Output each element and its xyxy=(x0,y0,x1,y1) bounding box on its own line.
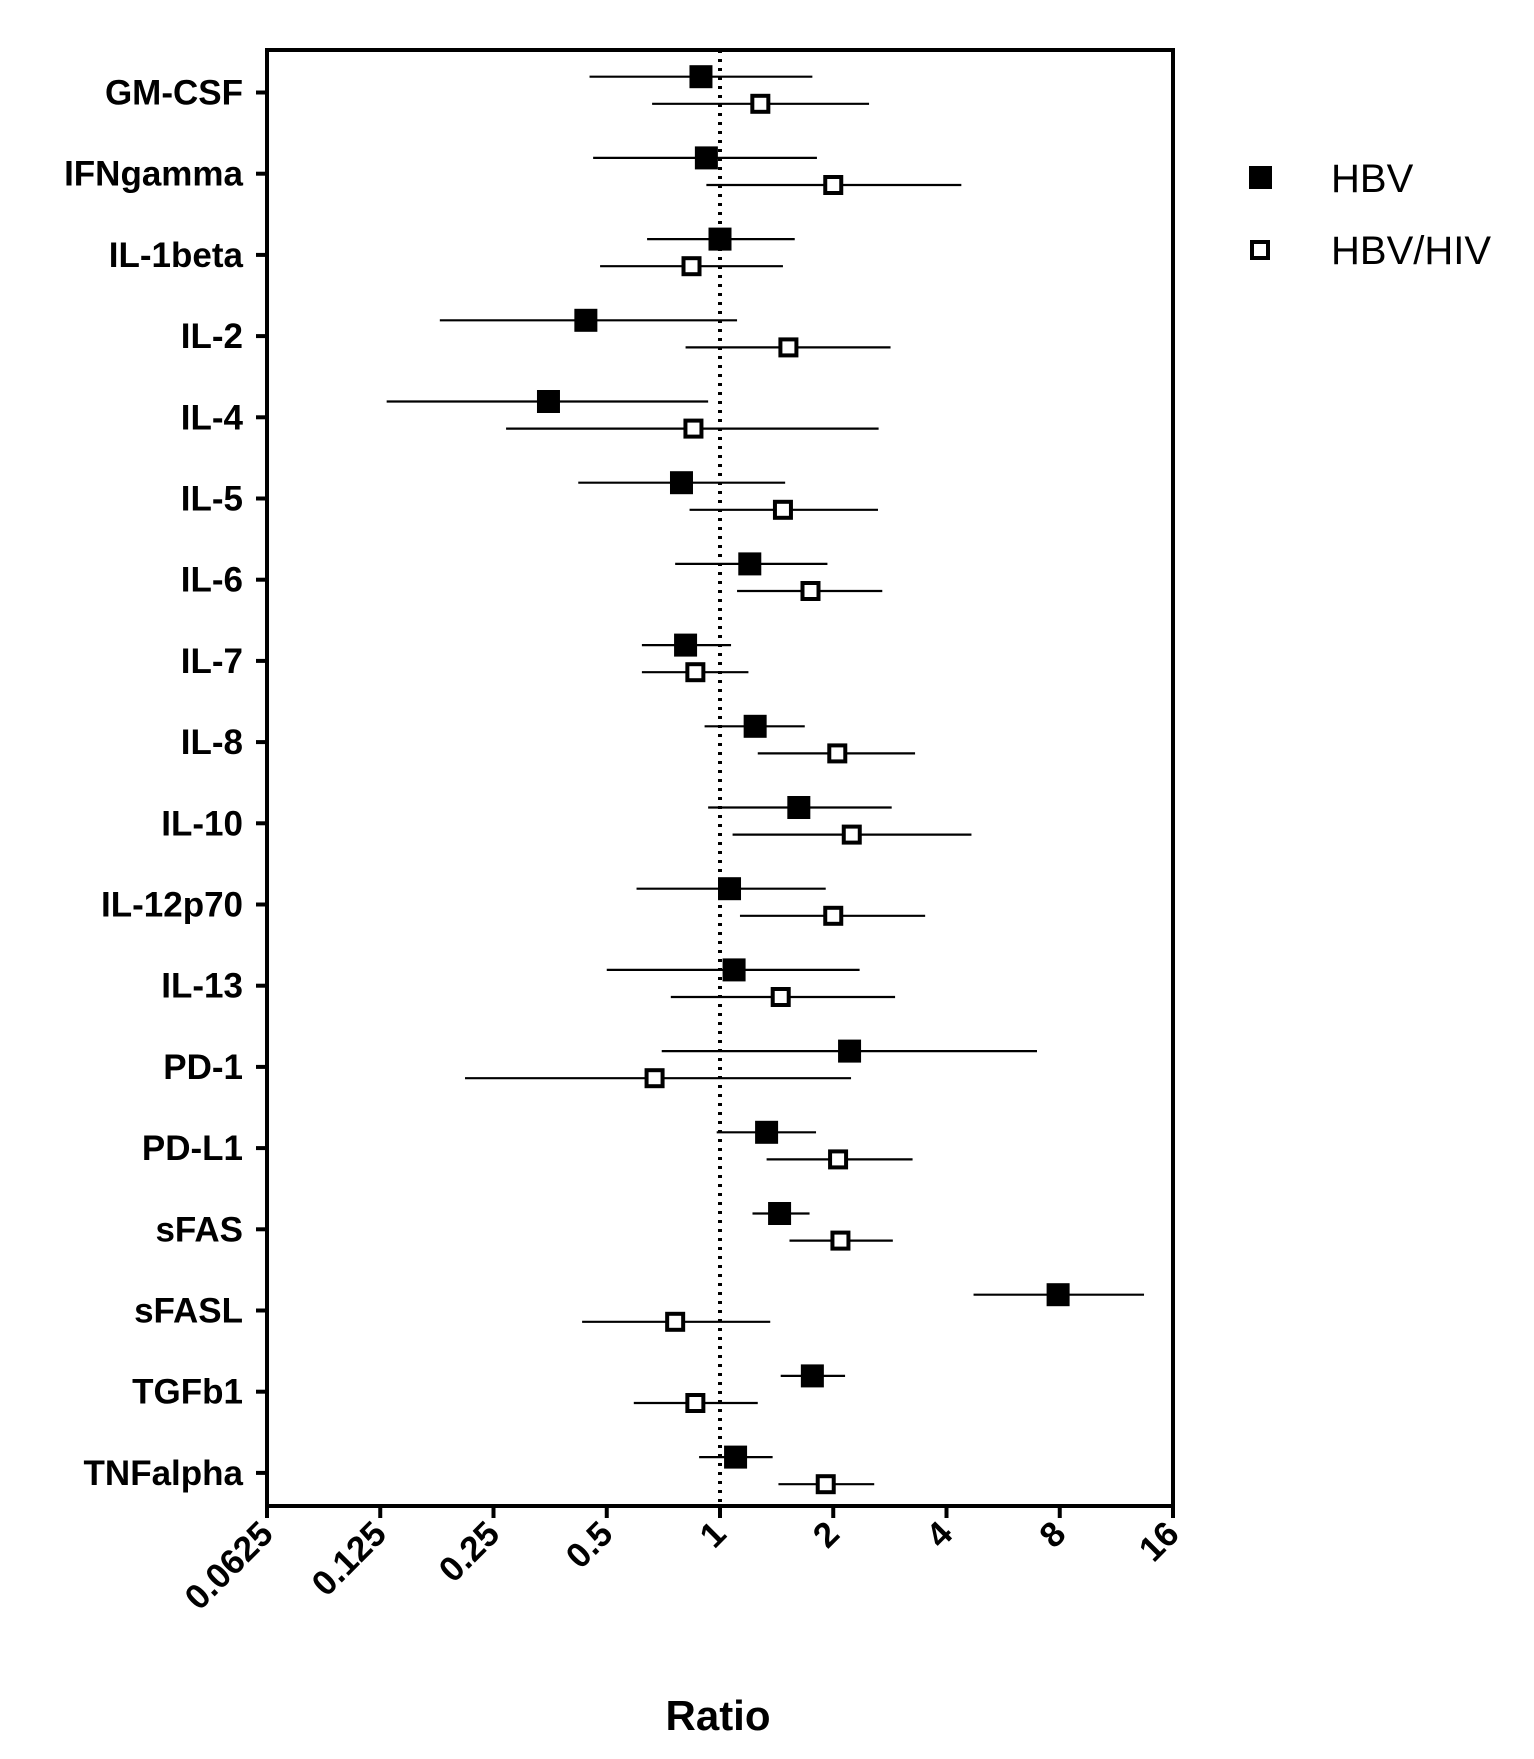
point-hbv xyxy=(800,1364,824,1388)
y-tick-label: sFASL xyxy=(134,1292,243,1331)
y-tick-label: IL-10 xyxy=(161,804,243,843)
point-hbv xyxy=(574,308,598,332)
y-tick-label: PD-1 xyxy=(163,1048,243,1087)
point-hbv xyxy=(787,796,811,819)
point-hbv-hiv xyxy=(778,337,799,358)
point-hbv-hiv xyxy=(823,175,844,195)
point-hbv-hiv xyxy=(828,1149,849,1170)
y-tick-label: PD-L1 xyxy=(142,1129,243,1168)
point-hbv xyxy=(689,65,713,89)
point-hbv xyxy=(718,877,742,901)
legend-label-hbv: HBV xyxy=(1331,157,1414,201)
y-tick-label: IL-8 xyxy=(181,723,243,762)
x-tick-label: 8 xyxy=(1032,1514,1073,1555)
point-hbv xyxy=(738,552,762,576)
point-hbv-hiv xyxy=(827,743,848,764)
point-hbv-hiv xyxy=(685,662,706,683)
x-tick-label: 1 xyxy=(692,1514,733,1555)
point-hbv xyxy=(674,633,698,657)
point-hbv xyxy=(838,1039,862,1063)
legend-label-hbv-hiv: HBV/HIV xyxy=(1331,229,1491,273)
x-tick-label: 2 xyxy=(806,1514,847,1555)
point-hbv-hiv xyxy=(815,1474,836,1495)
y-tick-label: IL-4 xyxy=(181,398,244,437)
y-tick-label: IL-12p70 xyxy=(101,886,243,925)
x-tick-label: 0.25 xyxy=(431,1514,507,1590)
x-tick-label: 4 xyxy=(919,1514,961,1556)
point-hbv-hiv xyxy=(800,581,821,601)
y-tick-label: TNFalpha xyxy=(84,1454,244,1493)
point-hbv-hiv xyxy=(830,1230,851,1251)
point-hbv xyxy=(1046,1283,1070,1307)
legend-marker-hbv xyxy=(1249,166,1272,189)
x-tick-label: 16 xyxy=(1132,1514,1187,1569)
point-hbv xyxy=(724,1445,748,1469)
point-hbv-hiv xyxy=(823,905,844,926)
point-hbv-hiv xyxy=(681,256,702,277)
point-hbv-hiv xyxy=(665,1311,686,1332)
y-tick-label: GM-CSF xyxy=(105,74,243,113)
point-hbv-hiv xyxy=(750,93,771,114)
point-hbv-hiv xyxy=(683,418,704,439)
point-hbv xyxy=(743,714,767,738)
x-tick-label: 0.0625 xyxy=(177,1514,280,1617)
point-hbv-hiv xyxy=(841,824,862,845)
point-hbv xyxy=(536,390,560,413)
y-tick-label: IL-5 xyxy=(181,480,243,519)
y-tick-label: TGFb1 xyxy=(132,1373,243,1412)
point-hbv xyxy=(768,1202,792,1225)
y-tick-label: IL-2 xyxy=(181,317,243,356)
x-tick-label: 0.5 xyxy=(558,1514,620,1576)
point-hbv xyxy=(755,1120,779,1144)
point-hbv-hiv xyxy=(772,499,793,520)
legend-marker-hbv-hiv xyxy=(1250,240,1270,260)
point-hbv-hiv xyxy=(644,1068,665,1089)
point-hbv-hiv xyxy=(685,1393,706,1413)
point-hbv xyxy=(694,146,718,170)
y-tick-label: IFNgamma xyxy=(64,155,243,194)
y-tick-label: IL-7 xyxy=(181,642,243,681)
point-hbv xyxy=(669,471,693,495)
x-axis-label: Ratio xyxy=(666,1692,771,1739)
y-tick-label: IL-6 xyxy=(181,561,243,600)
point-hbv-hiv xyxy=(770,987,791,1007)
y-tick-label: IL-1beta xyxy=(109,236,244,275)
point-hbv xyxy=(722,958,746,982)
y-tick-label: IL-13 xyxy=(161,967,243,1006)
y-tick-label: sFAS xyxy=(155,1210,243,1249)
x-tick-label: 0.125 xyxy=(304,1514,394,1604)
point-hbv xyxy=(708,227,732,251)
